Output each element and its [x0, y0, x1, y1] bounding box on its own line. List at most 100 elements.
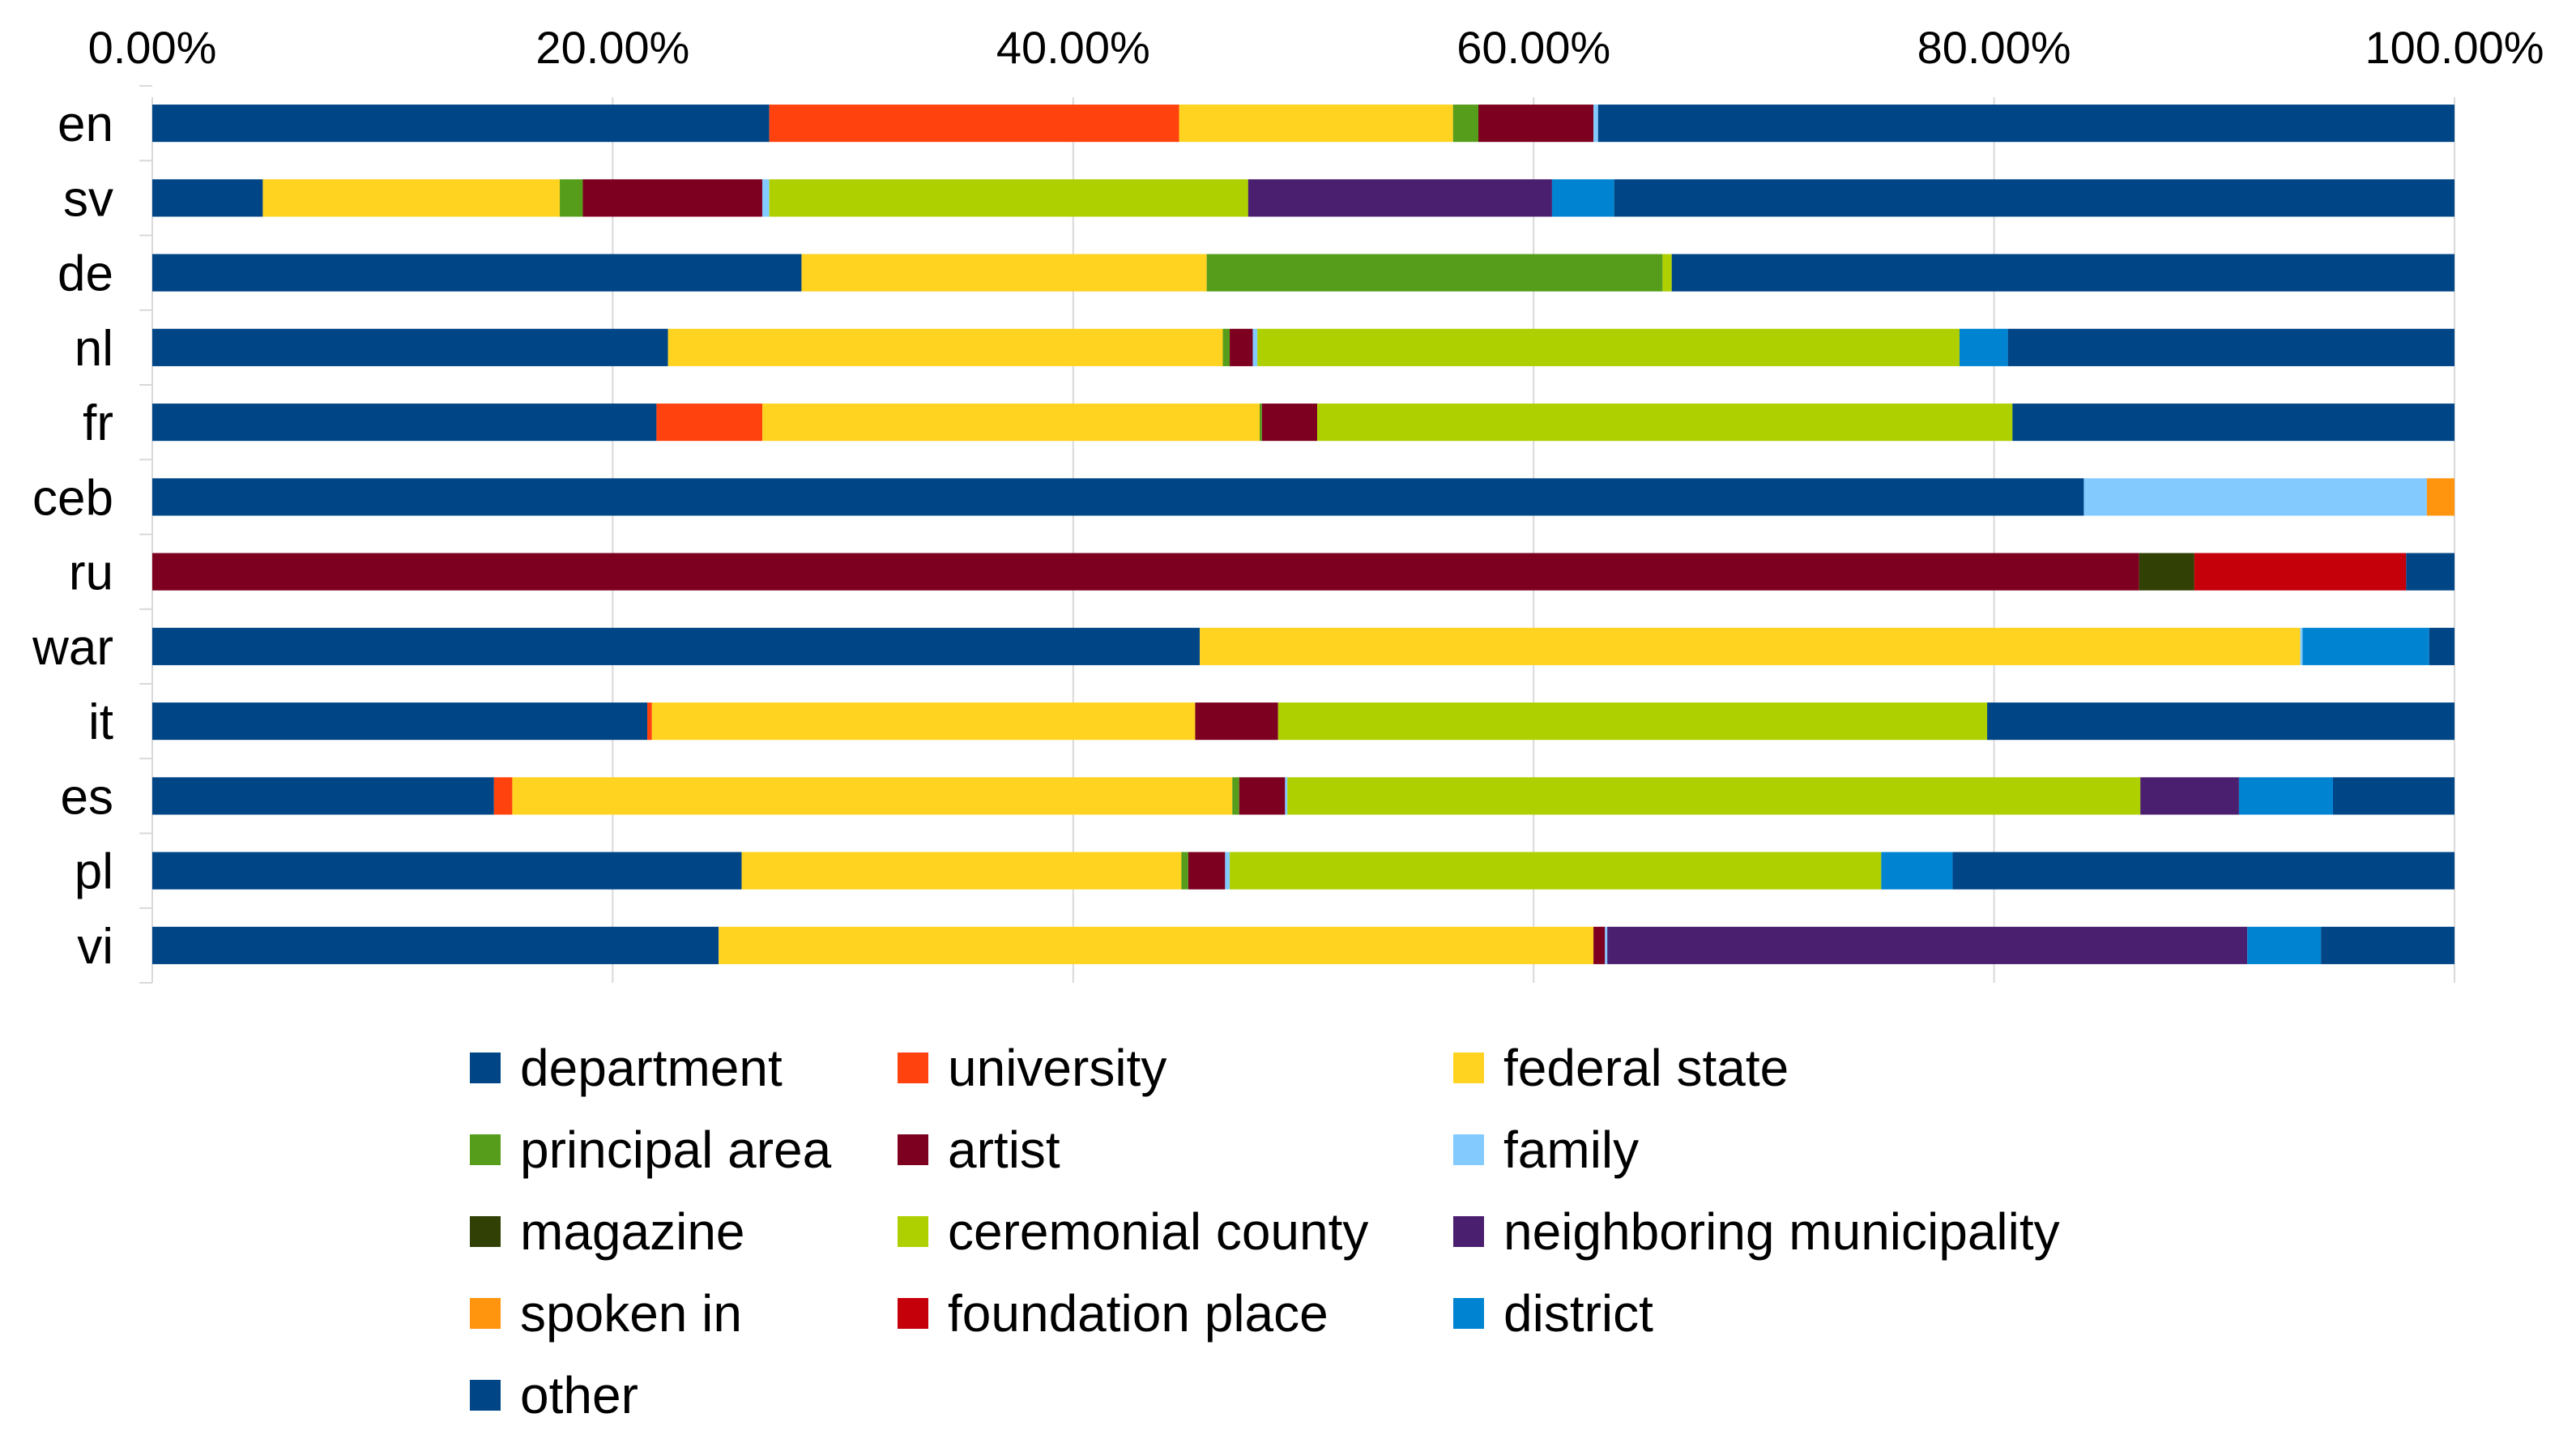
category-label: sv — [63, 171, 113, 227]
bar-segment — [2238, 777, 2333, 815]
bar-segment — [1252, 328, 1258, 366]
bar-segment — [1200, 627, 2301, 665]
bar-segment — [1607, 926, 2248, 964]
legend-swatch — [470, 1053, 501, 1083]
category-label: vi — [77, 919, 113, 975]
legend-swatch — [898, 1134, 928, 1165]
category-labels: en sv de nl fr ceb ru war it es pl vi — [32, 96, 113, 975]
bar-segment — [2007, 328, 2454, 366]
gridlines — [139, 85, 2455, 984]
bar-segment — [152, 553, 2139, 591]
bar-segment — [719, 926, 1594, 964]
bar-segment — [262, 179, 561, 217]
bar-segment — [2429, 627, 2454, 665]
bar-segment — [152, 627, 1201, 665]
legend-label: artist — [948, 1121, 1060, 1179]
bar-segment — [152, 105, 770, 143]
bar-segment — [1285, 777, 1288, 815]
bar-segment — [1188, 852, 1226, 890]
bar-segment — [2140, 777, 2239, 815]
bar-segment — [1179, 105, 1453, 143]
bar-segment — [1239, 777, 1286, 815]
bar-segment — [152, 179, 263, 217]
bar-segment — [1551, 179, 1614, 217]
bar-segment — [1478, 105, 1594, 143]
bar-segment — [2300, 627, 2303, 665]
bar-segment — [1247, 179, 1552, 217]
bar-segment — [1671, 254, 2454, 292]
bar-segment — [1452, 105, 1478, 143]
bar-segment — [1614, 179, 2454, 217]
category-label: en — [58, 96, 113, 152]
legend-label: spoken in — [520, 1284, 742, 1343]
legend-swatch — [898, 1053, 928, 1083]
x-tick-label: 40.00% — [996, 22, 1150, 73]
legend-label: department — [520, 1039, 783, 1097]
legend-swatch — [470, 1298, 501, 1329]
category-label: nl — [75, 321, 113, 377]
bar-segment — [2194, 553, 2407, 591]
bar-segment — [1277, 702, 1988, 741]
bar-segment — [1959, 328, 2008, 366]
category-label: de — [58, 246, 113, 302]
bar-segment — [741, 852, 1182, 890]
legend-swatch — [1453, 1216, 1484, 1247]
legend-swatch — [898, 1216, 928, 1247]
legend-label: family — [1503, 1121, 1639, 1179]
bar-segment — [152, 254, 802, 292]
bar-segment — [1225, 852, 1230, 890]
bar-segment — [769, 179, 1248, 217]
x-tick-label: 80.00% — [1917, 22, 2071, 73]
category-label: es — [61, 769, 113, 825]
bar-segment — [2321, 926, 2454, 964]
bar-segment — [2083, 478, 2427, 516]
category-label: ru — [69, 545, 113, 601]
bar-segment — [762, 404, 1260, 442]
legend-swatch — [898, 1298, 928, 1329]
bar-segment — [651, 702, 1196, 741]
legend-label: neighboring municipality — [1503, 1202, 2060, 1261]
bar-segment — [152, 777, 494, 815]
bar-segment — [1593, 926, 1606, 964]
legend-swatch — [470, 1380, 501, 1411]
legend: department university federal state princip… — [470, 1039, 2060, 1424]
bar-segment — [656, 404, 763, 442]
bar-segment — [1287, 777, 2141, 815]
bar-segment — [493, 777, 513, 815]
x-axis-ticks: 0.00% 20.00% 40.00% 60.00% 80.00% 100.00% — [88, 22, 2544, 73]
category-label: war — [32, 620, 113, 676]
bar-segment — [647, 702, 652, 741]
legend-label: magazine — [520, 1202, 745, 1261]
bar-segment — [1952, 852, 2454, 890]
bars — [152, 105, 2454, 964]
bar-segment — [769, 105, 1179, 143]
bar-segment — [1662, 254, 1672, 292]
bar-segment — [1261, 404, 1318, 442]
bar-segment — [1605, 926, 1608, 964]
bar-segment — [1230, 328, 1253, 366]
bar-segment — [512, 777, 1233, 815]
bar-segment — [667, 328, 1223, 366]
bar-segment — [2302, 627, 2429, 665]
bar-segment — [2012, 404, 2454, 442]
bar-segment — [1257, 328, 1960, 366]
bar-segment — [1317, 404, 2013, 442]
category-label: pl — [75, 844, 113, 900]
bar-segment — [1195, 702, 1278, 741]
legend-label: federal state — [1503, 1039, 1789, 1097]
bar-segment — [1881, 852, 1953, 890]
bar-segment — [582, 179, 763, 217]
legend-label: foundation place — [948, 1284, 1329, 1343]
legend-swatch — [470, 1216, 501, 1247]
bar-segment — [2332, 777, 2454, 815]
legend-label: principal area — [520, 1121, 832, 1179]
bar-segment — [152, 702, 648, 741]
x-tick-label: 60.00% — [1456, 22, 1610, 73]
bar-segment — [801, 254, 1207, 292]
bar-segment — [152, 328, 668, 366]
bar-segment — [1593, 105, 1598, 143]
bar-segment — [1260, 404, 1262, 442]
legend-swatch — [1453, 1053, 1484, 1083]
bar-segment — [1181, 852, 1188, 890]
x-tick-label: 100.00% — [2365, 22, 2544, 73]
